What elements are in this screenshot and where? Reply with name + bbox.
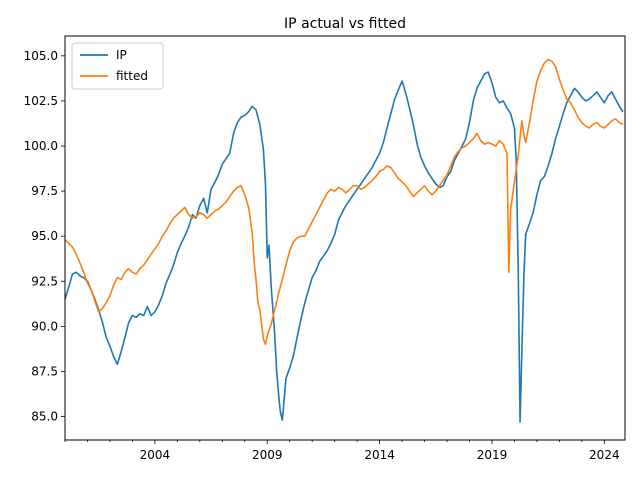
legend: IP fitted <box>71 42 164 90</box>
chart-title: IP actual vs fitted <box>284 16 406 32</box>
y-tick-label: 92.5 <box>31 274 58 288</box>
y-tick-label: 105.0 <box>24 49 58 63</box>
x-tick-label: 2004 <box>140 448 171 462</box>
x-axis: 2004 2009 2014 2019 2024 <box>64 440 620 462</box>
y-tick-label: 90.0 <box>31 319 58 333</box>
y-tick-label: 95.0 <box>31 229 58 243</box>
y-tick-label: 100.0 <box>24 139 58 153</box>
y-tick-label: 85.0 <box>31 410 58 424</box>
plot-area <box>64 35 626 441</box>
legend-label-fitted: fitted <box>116 69 148 83</box>
series-layer <box>64 58 624 423</box>
y-tick-label: 87.5 <box>31 364 58 378</box>
axes-frame <box>64 35 626 441</box>
x-tick-label: 2019 <box>477 448 508 462</box>
x-tick-label: 2014 <box>364 448 395 462</box>
y-tick-label: 97.5 <box>31 184 58 198</box>
y-tick-label: 102.5 <box>24 94 58 108</box>
plot-background <box>65 36 625 440</box>
series-line-fitted <box>64 58 624 346</box>
series-line-ip <box>64 71 624 423</box>
x-tick-label: 2024 <box>589 448 620 462</box>
legend-label-ip: IP <box>116 48 127 62</box>
x-tick-label: 2009 <box>252 448 283 462</box>
y-axis: 85.0 87.5 90.0 92.5 95.0 97.5 100.0 102.5 105.0 <box>24 49 65 424</box>
